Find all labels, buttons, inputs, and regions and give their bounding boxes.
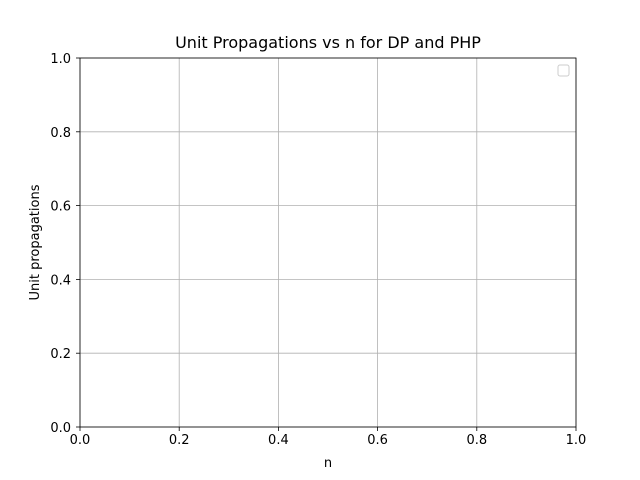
y-tick-label: 0.6	[50, 200, 71, 215]
y-tick-label: 0.4	[50, 273, 71, 288]
plot-area	[80, 58, 576, 427]
x-tick-label: 0.8	[466, 433, 487, 448]
x-tick-label: 0.4	[268, 433, 289, 448]
x-axis-label: n	[324, 456, 332, 471]
axes-frame	[79, 57, 577, 428]
chart-title: Unit Propagations vs n for DP and PHP	[175, 33, 481, 52]
x-tick-label: 1.0	[566, 433, 587, 448]
x-tick-label: 0.2	[169, 433, 190, 448]
y-tick-label: 1.0	[50, 52, 71, 67]
x-tick-label: 0.6	[367, 433, 388, 448]
legend	[557, 64, 570, 77]
y-axis-label: Unit propagations	[28, 184, 43, 300]
y-tick-label: 0.0	[50, 421, 71, 436]
x-axis: 0.0 0.2 0.4 0.6 0.8 1.0	[70, 427, 587, 448]
y-tick-label: 0.2	[50, 347, 71, 362]
grid	[79, 57, 577, 428]
y-axis: 0.0 0.2 0.4 0.6 0.8 1.0	[50, 52, 80, 436]
x-tick-label: 0.0	[70, 433, 91, 448]
y-tick-label: 0.8	[50, 126, 71, 141]
